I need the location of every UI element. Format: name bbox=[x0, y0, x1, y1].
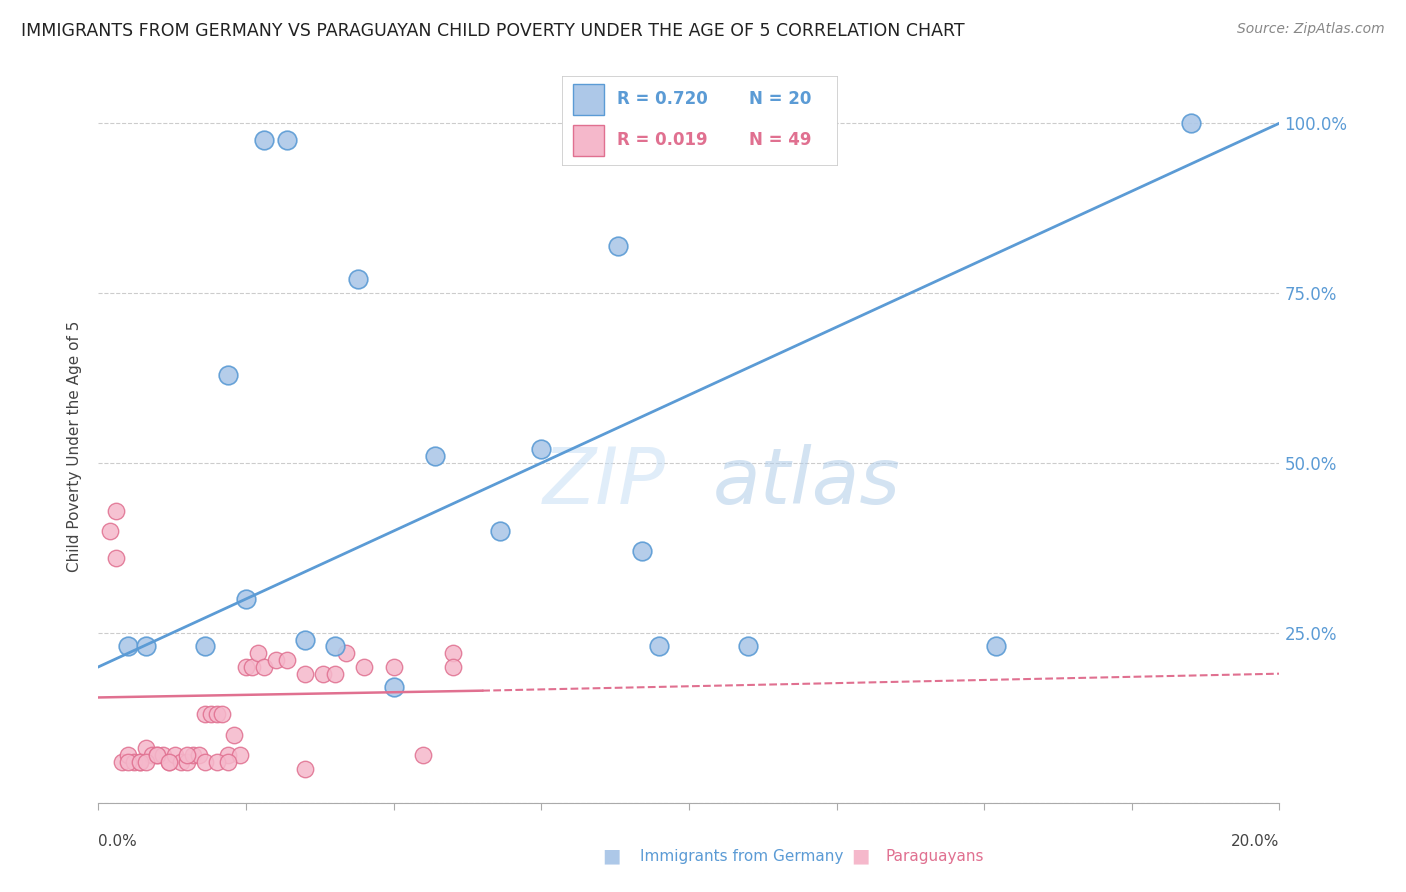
Point bbox=[157, 755, 180, 769]
Point bbox=[117, 755, 139, 769]
Point bbox=[294, 762, 316, 776]
Point bbox=[170, 755, 193, 769]
Point bbox=[630, 544, 652, 558]
Text: N = 20: N = 20 bbox=[749, 90, 811, 108]
Text: ZIP: ZIP bbox=[543, 443, 665, 520]
Text: ■: ■ bbox=[602, 847, 621, 866]
Point bbox=[235, 660, 257, 674]
Point bbox=[253, 133, 276, 147]
Point bbox=[146, 748, 169, 763]
Text: R = 0.019: R = 0.019 bbox=[617, 131, 707, 149]
Text: 0.0%: 0.0% bbox=[98, 834, 138, 849]
Text: N = 49: N = 49 bbox=[749, 131, 811, 149]
Point bbox=[194, 640, 217, 654]
Point bbox=[128, 755, 150, 769]
Point bbox=[165, 748, 187, 763]
Point bbox=[423, 449, 446, 463]
Point bbox=[176, 748, 198, 763]
Point bbox=[200, 707, 222, 722]
Point bbox=[276, 653, 298, 667]
Point bbox=[117, 748, 139, 763]
Point bbox=[205, 707, 228, 722]
Point bbox=[211, 707, 233, 722]
Text: Paraguayans: Paraguayans bbox=[886, 849, 984, 863]
Point bbox=[128, 755, 150, 769]
Point bbox=[276, 133, 298, 147]
Point bbox=[194, 707, 217, 722]
Point bbox=[294, 666, 316, 681]
Text: Source: ZipAtlas.com: Source: ZipAtlas.com bbox=[1237, 22, 1385, 37]
Point bbox=[323, 666, 346, 681]
Point bbox=[217, 748, 239, 763]
Point bbox=[176, 755, 198, 769]
Point bbox=[737, 640, 759, 654]
Point bbox=[181, 748, 204, 763]
Point bbox=[382, 680, 405, 694]
Point bbox=[312, 666, 335, 681]
Point bbox=[152, 748, 174, 763]
Y-axis label: Child Poverty Under the Age of 5: Child Poverty Under the Age of 5 bbox=[67, 320, 83, 572]
Point bbox=[489, 524, 512, 538]
Point bbox=[240, 660, 263, 674]
Point bbox=[105, 503, 128, 517]
Point bbox=[229, 748, 252, 763]
Point bbox=[194, 755, 217, 769]
Point bbox=[648, 640, 671, 654]
Point bbox=[347, 272, 370, 286]
Point bbox=[607, 238, 630, 252]
Point bbox=[353, 660, 375, 674]
Point bbox=[412, 748, 434, 763]
Text: 20.0%: 20.0% bbox=[1232, 834, 1279, 849]
Point bbox=[98, 524, 121, 538]
FancyBboxPatch shape bbox=[574, 84, 603, 115]
Point bbox=[235, 591, 257, 606]
Text: Immigrants from Germany: Immigrants from Germany bbox=[640, 849, 844, 863]
Point bbox=[217, 755, 239, 769]
Point bbox=[246, 646, 269, 660]
Point bbox=[135, 640, 157, 654]
Point bbox=[135, 741, 157, 756]
Point bbox=[323, 640, 346, 654]
Point bbox=[382, 660, 405, 674]
Point bbox=[117, 640, 139, 654]
FancyBboxPatch shape bbox=[574, 125, 603, 156]
Text: atlas: atlas bbox=[713, 443, 900, 520]
Point bbox=[984, 640, 1007, 654]
Point bbox=[224, 728, 246, 742]
Point bbox=[441, 660, 464, 674]
Point bbox=[264, 653, 287, 667]
Point bbox=[157, 755, 180, 769]
Text: IMMIGRANTS FROM GERMANY VS PARAGUAYAN CHILD POVERTY UNDER THE AGE OF 5 CORRELATI: IMMIGRANTS FROM GERMANY VS PARAGUAYAN CH… bbox=[21, 22, 965, 40]
Point bbox=[1180, 116, 1202, 130]
Point bbox=[122, 755, 145, 769]
Text: ■: ■ bbox=[851, 847, 870, 866]
Point bbox=[441, 646, 464, 660]
Point bbox=[105, 551, 128, 566]
Point bbox=[530, 442, 553, 457]
Point bbox=[111, 755, 134, 769]
Point bbox=[205, 755, 228, 769]
Point bbox=[141, 748, 163, 763]
Point bbox=[253, 660, 276, 674]
Point bbox=[187, 748, 209, 763]
Point bbox=[335, 646, 357, 660]
Point bbox=[294, 632, 316, 647]
Text: R = 0.720: R = 0.720 bbox=[617, 90, 709, 108]
Point bbox=[146, 748, 169, 763]
Point bbox=[135, 755, 157, 769]
Point bbox=[217, 368, 239, 382]
